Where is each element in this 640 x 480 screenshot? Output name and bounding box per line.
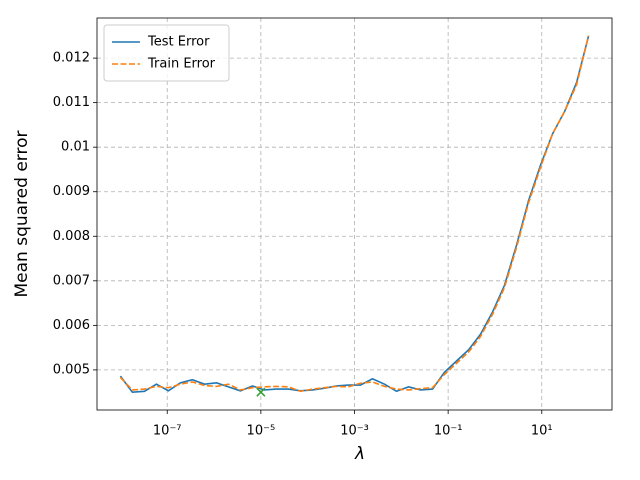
x-tick-label: 10⁻⁵ <box>247 424 276 439</box>
legend-label: Train Error <box>147 57 216 72</box>
y-tick-label: 0.007 <box>53 273 90 288</box>
y-tick-label: 0.012 <box>53 51 90 66</box>
x-tick-label: 10⁻¹ <box>434 424 463 439</box>
plot-frame <box>96 17 613 411</box>
y-tick-label: 0.008 <box>53 229 90 244</box>
x-tick-label: 10⁻³ <box>340 424 369 439</box>
x-axis-label: λ <box>354 444 365 464</box>
x-tick-label: 10¹ <box>531 424 553 439</box>
y-tick-label: 0.009 <box>53 184 90 199</box>
y-axis-label: Mean squared error <box>12 131 32 298</box>
y-tick-label: 0.01 <box>61 140 90 155</box>
legend-box <box>103 24 230 82</box>
series-line <box>119 35 590 393</box>
legend-label: Test Error <box>147 35 210 50</box>
y-tick-label: 0.011 <box>53 95 90 110</box>
min-marker <box>256 387 266 397</box>
y-tick-label: 0.006 <box>53 318 90 333</box>
x-tick-label: 10⁻⁷ <box>153 424 182 439</box>
y-tick-label: 0.005 <box>53 362 90 377</box>
